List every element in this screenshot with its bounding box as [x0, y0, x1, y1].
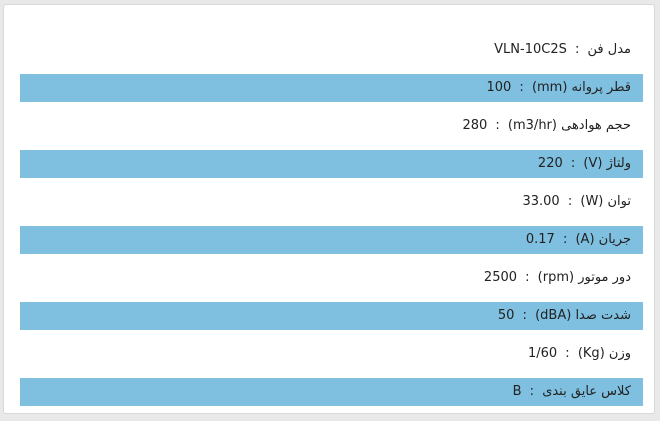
spec-label: وزن (Kg)	[577, 346, 631, 361]
spec-label: حجم هوادهی (m3/hr)	[507, 118, 631, 133]
spec-label: کلاس عایق بندی	[542, 384, 631, 399]
spec-row-insulation-class: کلاس عایق بندی : B	[20, 378, 643, 406]
spec-label: توان (W)	[580, 194, 631, 209]
spec-value: 2500	[483, 270, 518, 285]
spec-label: جریان (A)	[575, 232, 631, 247]
spec-row-motor-speed: دور موتور (rpm) : 2500	[483, 270, 631, 285]
spec-row-airflow: حجم هوادهی (m3/hr) : 280	[462, 118, 631, 133]
spec-label: ولتاژ (V)	[583, 156, 631, 171]
spec-value: 1/60	[527, 346, 558, 361]
spec-label: قطر پروانه (mm)	[531, 80, 631, 95]
spec-label: دور موتور (rpm)	[537, 270, 631, 285]
spec-value: 0.17	[525, 232, 555, 247]
spec-value: 100	[486, 80, 512, 95]
spec-value: VLN-10C2S	[494, 42, 567, 57]
spec-label: مدل فن	[587, 42, 631, 57]
spec-value: 220	[537, 156, 563, 171]
spec-value: B	[512, 384, 522, 399]
spec-value: 50	[497, 308, 515, 323]
spec-card: مدل فن : VLN-10C2S قطر پروانه (mm) : 100…	[3, 4, 655, 414]
spec-list: مدل فن : VLN-10C2S قطر پروانه (mm) : 100…	[20, 31, 643, 411]
spec-value: 33.00	[522, 194, 560, 209]
spec-row-model: مدل فن : VLN-10C2S	[494, 42, 631, 57]
spec-row-sound-level: شدت صدا (dBA) : 50	[20, 302, 643, 330]
spec-row-power: توان (W) : 33.00	[522, 194, 631, 209]
spec-row-voltage: ولتاژ (V) : 220	[20, 150, 643, 178]
spec-row-weight: وزن (Kg) : 1/60	[527, 346, 631, 361]
spec-row-impeller-diameter: قطر پروانه (mm) : 100	[20, 74, 643, 102]
spec-label: شدت صدا (dBA)	[535, 308, 631, 323]
spec-row-current: جریان (A) : 0.17	[20, 226, 643, 254]
spec-value: 280	[462, 118, 488, 133]
